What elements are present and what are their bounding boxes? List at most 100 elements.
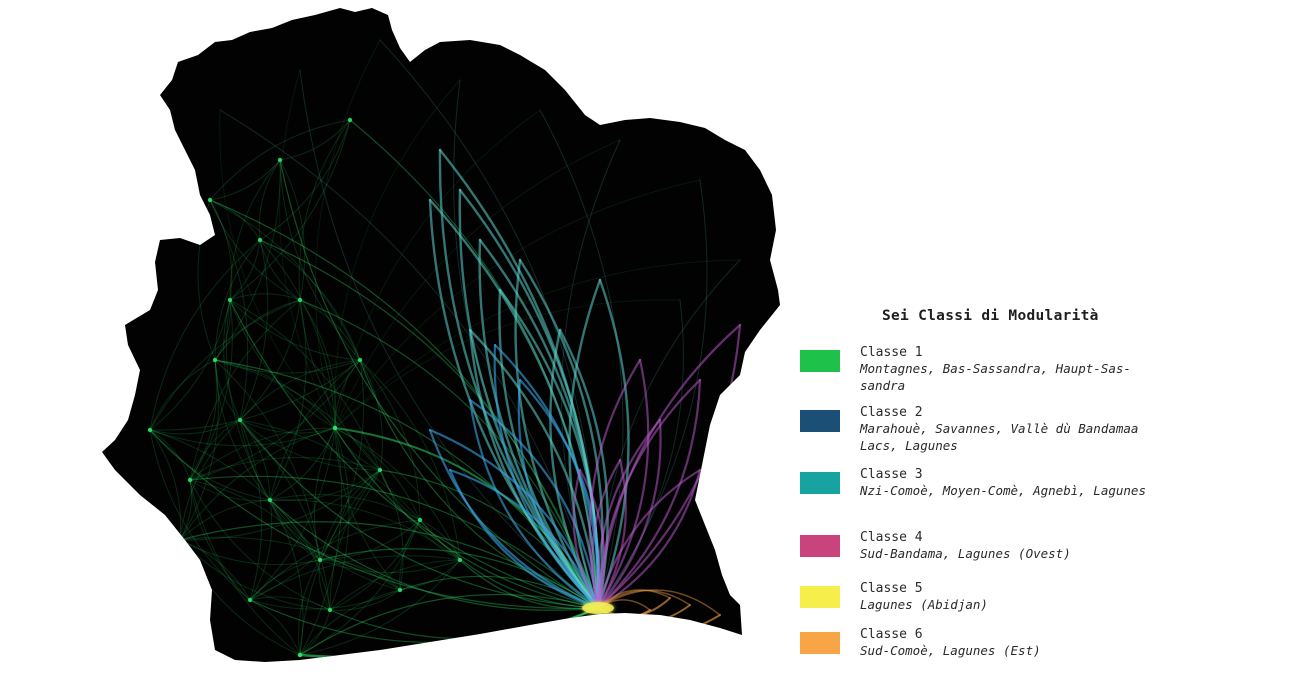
flow-arc-west <box>209 199 249 421</box>
network-node <box>267 497 273 503</box>
flow-arc-west <box>214 359 361 374</box>
country-shape <box>102 8 780 662</box>
legend-item-regions: Montagnes, Bas-Sassandra, Haupt-Sas-sand… <box>860 361 1131 393</box>
flow-arc-west <box>359 359 383 471</box>
flow-arc-west <box>189 299 233 481</box>
flow-arc-west <box>239 299 301 421</box>
hub-glow <box>582 602 614 614</box>
flow-arc-west <box>149 419 241 435</box>
flow-arc-north <box>334 79 461 429</box>
flow-arc-class3 <box>514 258 600 610</box>
flow-arc-west <box>269 299 307 501</box>
flow-arc-west <box>279 159 361 361</box>
flow-arc-west <box>209 159 281 201</box>
flow-arc-class4 <box>572 468 600 610</box>
legend-item-regions: Marahouè, Savannes, Vallè dù Bandamaa La… <box>860 421 1139 453</box>
flow-arc-west <box>179 359 219 541</box>
flow-arc-west <box>189 359 218 481</box>
flow-arc-west <box>334 427 421 521</box>
flow-arc-west <box>179 499 271 541</box>
flow-arc-west <box>214 299 301 361</box>
flow-arc-west <box>189 419 241 481</box>
flow-arc-north <box>597 179 708 609</box>
flow-arc-west <box>179 521 599 609</box>
flow-arc-west <box>259 119 351 241</box>
flow-arc-west <box>149 429 599 610</box>
flow-arc-west <box>299 469 381 656</box>
network-node <box>212 357 218 363</box>
flow-arc-west <box>379 469 461 561</box>
flow-arc-class4 <box>596 418 662 610</box>
flow-arc-west <box>239 419 271 501</box>
flow-arc-west <box>229 119 351 301</box>
flow-arc-north <box>315 39 381 429</box>
network-node <box>237 417 243 423</box>
flow-arc-west <box>249 589 401 610</box>
flow-arc-west <box>209 199 261 241</box>
flow-arc-west <box>299 609 331 656</box>
flow-arc-west <box>239 239 269 421</box>
flow-arc-west <box>359 359 421 521</box>
flow-arc-west <box>299 559 461 656</box>
flow-arc-west <box>329 589 401 611</box>
flow-arc-west <box>149 299 231 431</box>
flow-arc-class4 <box>596 468 702 610</box>
flow-arc-north <box>334 259 741 429</box>
flow-arc-west <box>249 559 321 601</box>
flow-arc-west <box>298 559 321 656</box>
flow-arc-class4 <box>596 378 702 610</box>
flow-arc-west <box>334 359 361 429</box>
flow-arc-west <box>179 427 336 541</box>
flow-arc-west <box>269 499 304 656</box>
flow-arc-west <box>329 519 421 611</box>
legend-item-label: Classe 5 <box>860 581 923 596</box>
flow-arc-west <box>419 519 461 561</box>
flow-arc-west <box>229 159 281 301</box>
flow-arc-west <box>319 519 421 561</box>
legend-swatch <box>800 586 840 608</box>
network-node <box>377 467 383 473</box>
flow-arc-west <box>149 429 321 561</box>
flow-arc-north <box>334 109 541 429</box>
flow-arc-west <box>329 469 381 611</box>
legend-swatch <box>800 350 840 372</box>
flow-arc-west <box>299 299 361 361</box>
flow-arc-west <box>239 419 381 471</box>
flow-arc-north <box>334 299 681 429</box>
flow-arc-class2 <box>468 398 600 610</box>
network-node <box>417 517 423 523</box>
flow-arc-class6 <box>597 589 671 609</box>
flow-arc-class6 <box>597 589 691 609</box>
flow-arc-west <box>319 469 381 561</box>
flow-arc-west <box>419 519 599 609</box>
flow-arc-west <box>223 299 241 421</box>
legend-swatch <box>800 410 840 432</box>
flow-arc-west <box>239 419 421 521</box>
flow-arc-west <box>189 359 361 481</box>
flow-arc-west <box>269 499 599 611</box>
flow-arc-west <box>279 159 306 301</box>
flow-arc-west <box>209 199 301 301</box>
flow-arc-west <box>209 119 351 201</box>
flow-arc-west <box>149 429 251 601</box>
flow-arc-west <box>179 539 251 601</box>
flow-arc-north <box>597 299 684 609</box>
flow-arc-west <box>298 119 351 301</box>
legend-item-regions: Sud-Comoè, Lagunes (Est) <box>860 643 1041 658</box>
flow-arc-class2 <box>448 468 600 610</box>
flow-arc-west <box>189 479 251 601</box>
flow-arc-west <box>214 359 381 471</box>
legend-item-label: Classe 1 <box>860 345 923 360</box>
flow-arc-west <box>214 359 336 429</box>
network-node <box>247 597 253 603</box>
flow-arc-west <box>299 593 599 656</box>
flow-arc-west <box>379 469 404 591</box>
flow-arc-west <box>399 519 421 591</box>
flow-arc-west <box>249 519 421 601</box>
network-node <box>257 237 263 243</box>
flow-arc-west <box>249 596 331 611</box>
flow-arc-west <box>214 359 241 421</box>
flow-arc-west <box>319 559 401 591</box>
network-node <box>357 357 363 363</box>
